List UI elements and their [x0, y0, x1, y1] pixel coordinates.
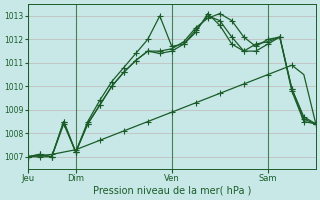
X-axis label: Pression niveau de la mer( hPa ): Pression niveau de la mer( hPa ) [92, 186, 251, 196]
